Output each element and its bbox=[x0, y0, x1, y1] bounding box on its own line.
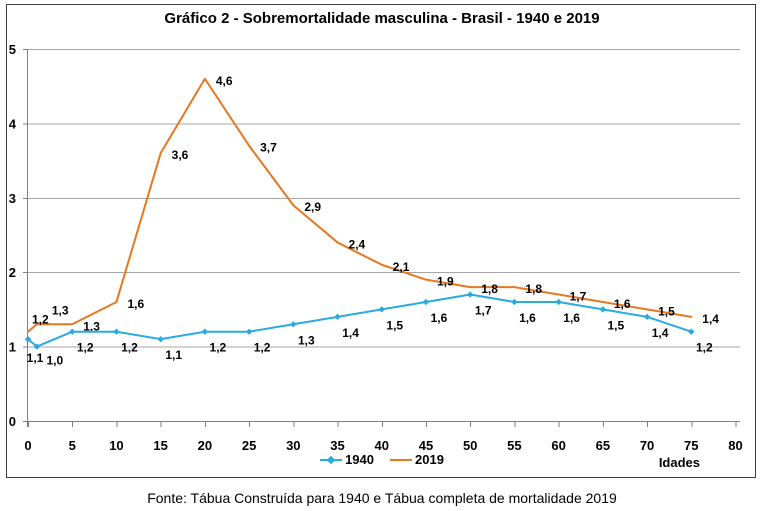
y-tick-label: 1 bbox=[9, 340, 16, 355]
legend-label-1940: 1940 bbox=[345, 452, 374, 467]
x-axis-title: Idades bbox=[658, 455, 700, 470]
y-tick-label: 0 bbox=[9, 414, 16, 429]
x-tick-label: 60 bbox=[551, 438, 565, 453]
data-label-1940: 1,3 bbox=[298, 333, 315, 347]
plot-canvas: 0 5 10 15 20 25 30 35 40 45 50 55 60 65 70 75 800123451,… bbox=[9, 42, 743, 453]
data-point-marker-1940 bbox=[466, 291, 474, 298]
data-label-2019: 2,4 bbox=[349, 237, 366, 251]
x-tick-label: 20 bbox=[198, 438, 212, 453]
x-tick-label: 55 bbox=[507, 438, 521, 453]
x-tick-label: 70 bbox=[640, 438, 654, 453]
legend-item-2019: 2019 bbox=[390, 452, 444, 467]
series-line-2019 bbox=[27, 77, 693, 333]
data-point-marker-1940 bbox=[511, 298, 518, 306]
data-label-2019: 1,3 bbox=[52, 303, 69, 317]
data-label-1940: 1,2 bbox=[210, 341, 227, 355]
y-tick-label: 2 bbox=[9, 265, 16, 280]
data-label-1940: 1,7 bbox=[475, 304, 492, 318]
chart-area bbox=[6, 4, 756, 478]
data-label-2019: 1,6 bbox=[614, 297, 631, 311]
data-label-2019: 2,1 bbox=[393, 260, 410, 274]
data-point-marker-1940 bbox=[643, 313, 651, 321]
x-tick-label: 40 bbox=[375, 438, 389, 453]
data-point-marker-1940 bbox=[422, 298, 430, 306]
x-tick-label: 15 bbox=[153, 438, 167, 453]
y-tick-label: 4 bbox=[9, 116, 17, 131]
legend-line-1940-icon bbox=[320, 455, 343, 464]
x-tick-label: 0 bbox=[24, 438, 31, 453]
data-label-1940: 1,6 bbox=[563, 311, 580, 325]
data-label-2019: 1,6 bbox=[127, 297, 144, 311]
chart-title: Gráfico 2 - Sobremortalidade masculina -… bbox=[164, 10, 600, 27]
data-point-marker-1940 bbox=[33, 343, 41, 350]
data-point-marker-1940 bbox=[113, 328, 120, 335]
data-label-1940: 1,2 bbox=[254, 341, 271, 355]
data-point-marker-1940 bbox=[290, 321, 297, 328]
x-tick-label: 30 bbox=[286, 438, 300, 453]
data-point-marker-1940 bbox=[334, 313, 341, 321]
data-point-marker-1940 bbox=[688, 328, 695, 335]
y-tick-label: 5 bbox=[9, 42, 16, 57]
data-point-marker-1940 bbox=[24, 335, 32, 343]
x-tick-label: 10 bbox=[109, 438, 123, 453]
x-tick-label: 5 bbox=[69, 438, 76, 453]
data-label-2019: 3,6 bbox=[172, 148, 189, 162]
data-label-2019: 1,8 bbox=[481, 282, 498, 296]
data-label-1940: 1,2 bbox=[696, 341, 713, 355]
legend-marker-1940-icon bbox=[326, 455, 336, 464]
data-label-1940: 1,6 bbox=[519, 311, 536, 325]
data-label-1940: 1,0 bbox=[47, 354, 64, 368]
data-label-2019: 1,8 bbox=[525, 282, 542, 296]
source-note: Fonte: Tábua Construída para 1940 e Tábu… bbox=[147, 490, 617, 506]
data-label-2019: 1,3 bbox=[83, 319, 100, 333]
x-tick-label: 45 bbox=[419, 438, 433, 453]
x-tick-label: 35 bbox=[330, 438, 344, 453]
data-label-1940: 1,4 bbox=[342, 326, 359, 340]
data-label-1940: 1,6 bbox=[431, 311, 448, 325]
data-point-marker-1940 bbox=[245, 328, 253, 335]
legend: 1940 2019 bbox=[0, 452, 764, 467]
data-label-2019: 3,7 bbox=[260, 141, 277, 155]
data-label-2019: 1,4 bbox=[702, 312, 719, 326]
data-label-1940: 1,1 bbox=[165, 348, 182, 362]
data-label-2019: 4,6 bbox=[216, 74, 233, 88]
data-label-1940: 1,5 bbox=[608, 318, 625, 332]
data-label-1940: 1,5 bbox=[386, 318, 403, 332]
legend-line-2019-icon bbox=[390, 458, 412, 461]
data-label-1940: 1,2 bbox=[77, 341, 94, 355]
y-tick-label: 3 bbox=[9, 191, 16, 206]
data-label-2019: 2,9 bbox=[304, 200, 321, 214]
data-label-1940: 1,2 bbox=[121, 341, 138, 355]
x-tick-label: 50 bbox=[463, 438, 477, 453]
legend-label-2019: 2019 bbox=[415, 452, 444, 467]
data-label-2019: 1,5 bbox=[658, 304, 675, 318]
data-label-1940: 1,4 bbox=[652, 326, 669, 340]
data-point-marker-1940 bbox=[378, 306, 385, 313]
data-point-marker-1940 bbox=[201, 328, 209, 335]
data-label-2019: 1,7 bbox=[570, 290, 587, 304]
x-tick-label: 25 bbox=[242, 438, 256, 453]
x-tick-label: 75 bbox=[684, 438, 698, 453]
data-label-2019: 1,2 bbox=[32, 313, 49, 327]
data-point-marker-1940 bbox=[555, 298, 562, 306]
data-label-2019: 1,9 bbox=[437, 275, 454, 289]
legend-item-1940: 1940 bbox=[320, 452, 374, 467]
x-tick-label: 65 bbox=[596, 438, 610, 453]
data-point-marker-1940 bbox=[157, 335, 164, 343]
data-label-1940: 1,1 bbox=[27, 351, 44, 365]
data-point-marker-1940 bbox=[69, 328, 76, 335]
data-point-marker-1940 bbox=[599, 306, 607, 313]
x-tick-label: 80 bbox=[728, 438, 742, 453]
